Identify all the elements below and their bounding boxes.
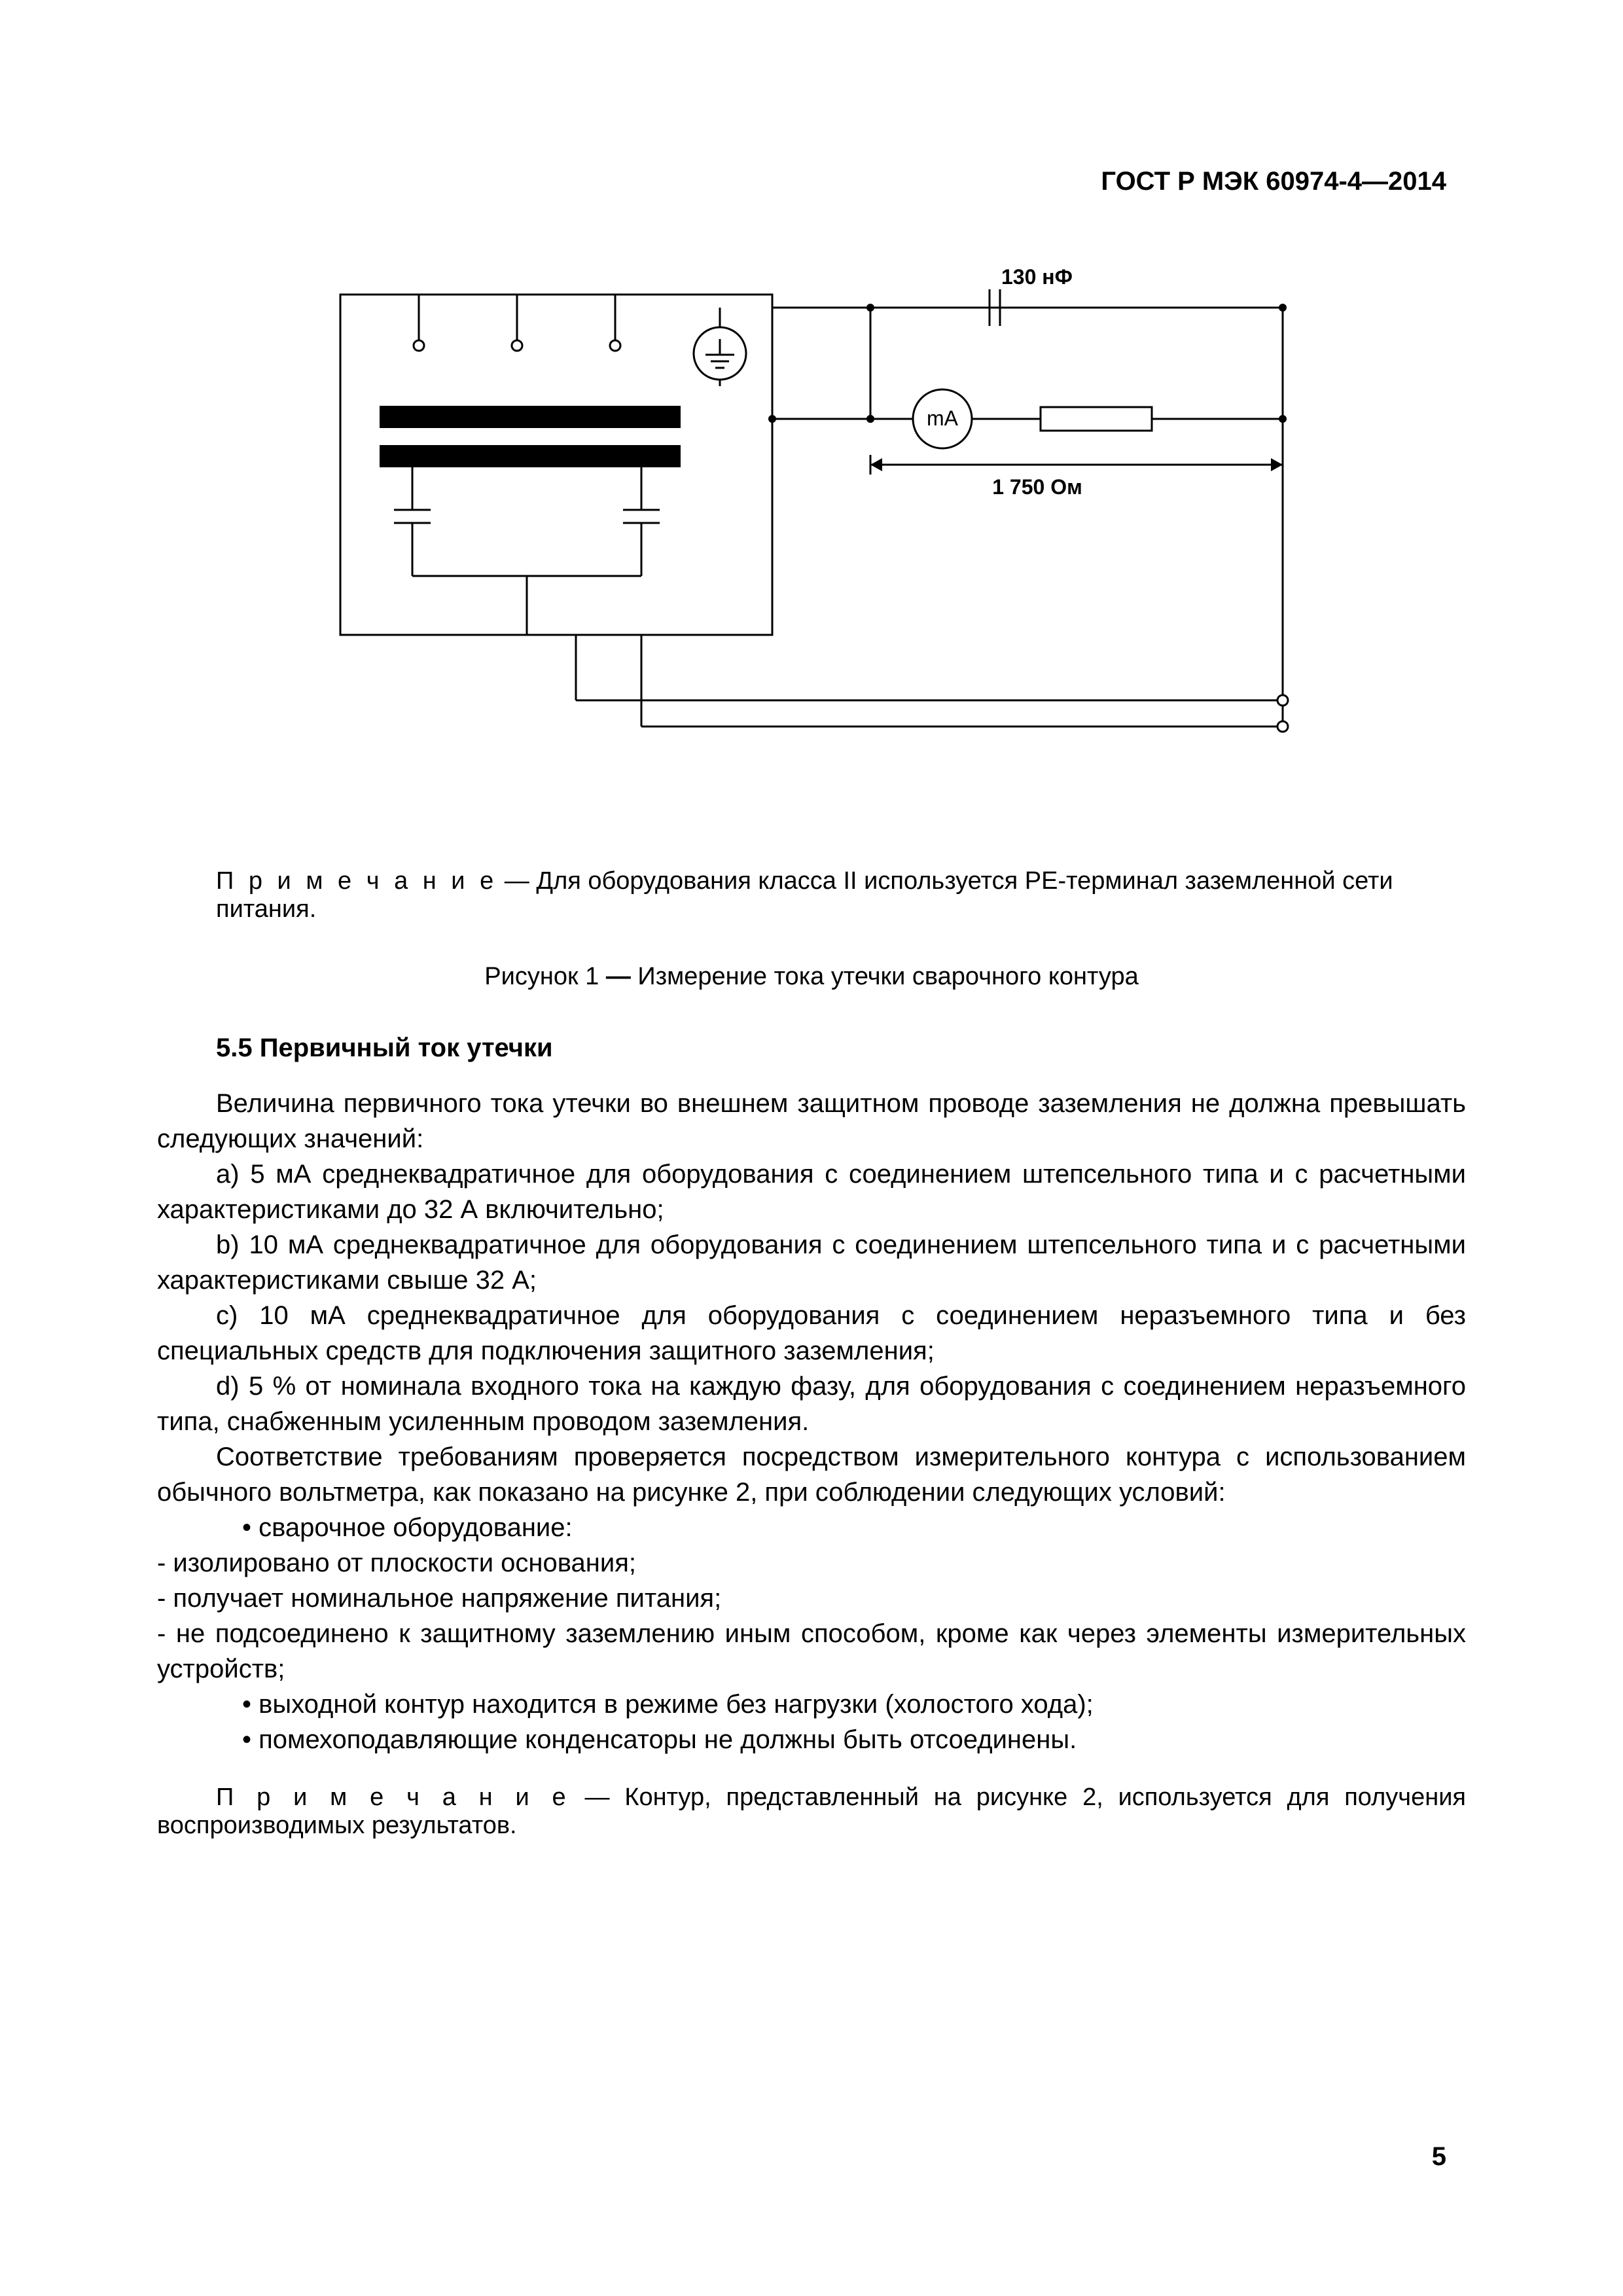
para-conformity: Соответствие требованиям проверяется пос… (157, 1439, 1466, 1510)
bullet-3: • помехоподавляющие конденсаторы не долж… (157, 1722, 1466, 1757)
dash-2: - получает номинальное напряжение питани… (157, 1581, 1466, 1616)
para-c: c) 10 мА среднеквадратичное для оборудов… (157, 1298, 1466, 1369)
para-a: a) 5 мА среднеквадратичное для оборудова… (157, 1157, 1466, 1227)
dash-1: - изолировано от плоскости основания; (157, 1545, 1466, 1581)
para-b: b) 10 мА среднеквадратичное для оборудов… (157, 1227, 1466, 1298)
bullet-1: • сварочное оборудование: (157, 1510, 1466, 1545)
dash-3: - не подсоединено к защитному заземлению… (157, 1616, 1466, 1687)
page: ГОСТ Р МЭК 60974-4—2014 130 нФ mA 1 750 Ом… (0, 0, 1623, 2296)
page-number: 5 (1432, 2142, 1446, 2172)
figure-caption-prefix: Рисунок 1 (484, 963, 606, 990)
note-1: П р и м е ч а н и е — Для оборудования к… (157, 867, 1466, 924)
bullet-2: • выходной контур находится в режиме без… (157, 1687, 1466, 1722)
document-header: ГОСТ Р МЭК 60974-4—2014 (1101, 167, 1446, 196)
figure-1: 130 нФ mA 1 750 Ом (157, 268, 1466, 769)
section-5-5-title: 5.5 Первичный ток утечки (157, 1033, 1466, 1063)
note-2-label: П р и м е ч а н и е (216, 1784, 570, 1811)
svg-text:mA: mA (927, 406, 959, 430)
figure-caption: Рисунок 1 — Измерение тока утечки свароч… (157, 963, 1466, 991)
note-1-label: П р и м е ч а н и е (216, 867, 497, 895)
circuit-diagram: 130 нФ mA 1 750 Ом (301, 268, 1322, 766)
svg-text:130 нФ: 130 нФ (1001, 268, 1073, 289)
body-text: Величина первичного тока утечки во внешн… (157, 1086, 1466, 1757)
svg-text:1 750 Ом: 1 750 Ом (992, 475, 1082, 499)
figure-caption-text: Измерение тока утечки сварочного контура (631, 963, 1139, 990)
note-2: П р и м е ч а н и е — Контур, представле… (157, 1784, 1466, 1840)
figure-caption-dash: — (606, 963, 631, 990)
para-d: d) 5 % от номинала входного тока на кажд… (157, 1369, 1466, 1439)
para-intro: Величина первичного тока утечки во внешн… (157, 1086, 1466, 1157)
